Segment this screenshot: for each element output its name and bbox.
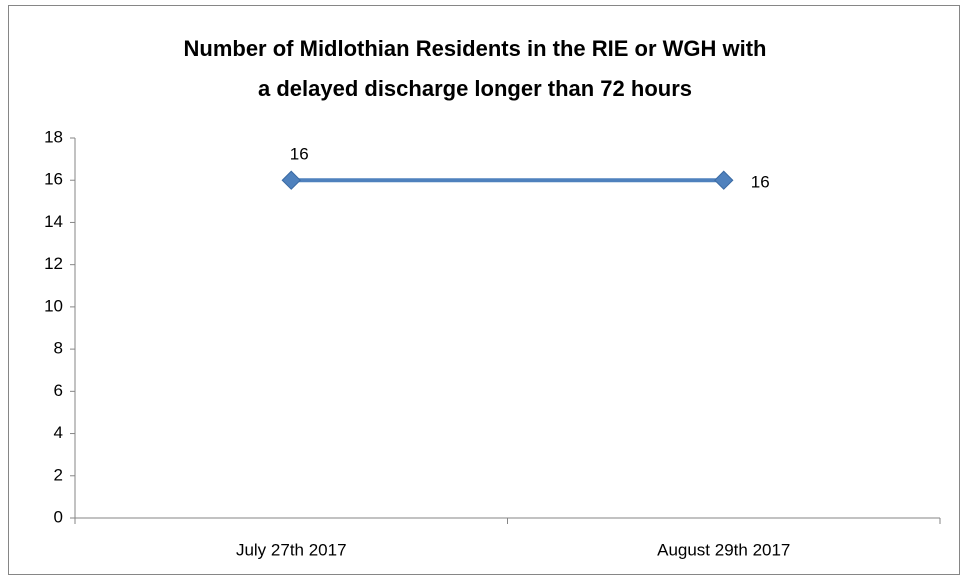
y-tick-label: 12: [44, 254, 63, 273]
data-label: 16: [751, 173, 770, 192]
y-tick-label: 0: [54, 507, 63, 526]
y-tick-label: 6: [54, 381, 63, 400]
marker: [714, 170, 734, 190]
y-tick-label: 4: [54, 423, 63, 442]
x-tick-label: July 27th 2017: [236, 540, 347, 559]
y-tick-label: 8: [54, 339, 63, 358]
chart-title: Number of Midlothian Residents in the RI…: [184, 36, 767, 61]
marker: [281, 170, 301, 190]
y-tick-label: 10: [44, 296, 63, 315]
chart-border: [8, 5, 960, 575]
y-tick-label: 2: [54, 465, 63, 484]
data-label: 16: [290, 145, 309, 164]
y-tick-label: 18: [44, 127, 63, 146]
chart-title: a delayed discharge longer than 72 hours: [258, 76, 692, 101]
y-tick-label: 14: [44, 212, 63, 231]
x-tick-label: August 29th 2017: [657, 540, 790, 559]
y-tick-label: 16: [44, 170, 63, 189]
